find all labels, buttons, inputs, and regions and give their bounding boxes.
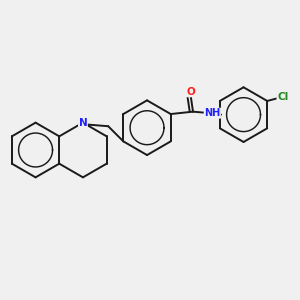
Text: Cl: Cl (277, 92, 288, 102)
Text: N: N (79, 118, 87, 128)
Text: O: O (186, 87, 195, 97)
Text: NH: NH (204, 108, 220, 118)
